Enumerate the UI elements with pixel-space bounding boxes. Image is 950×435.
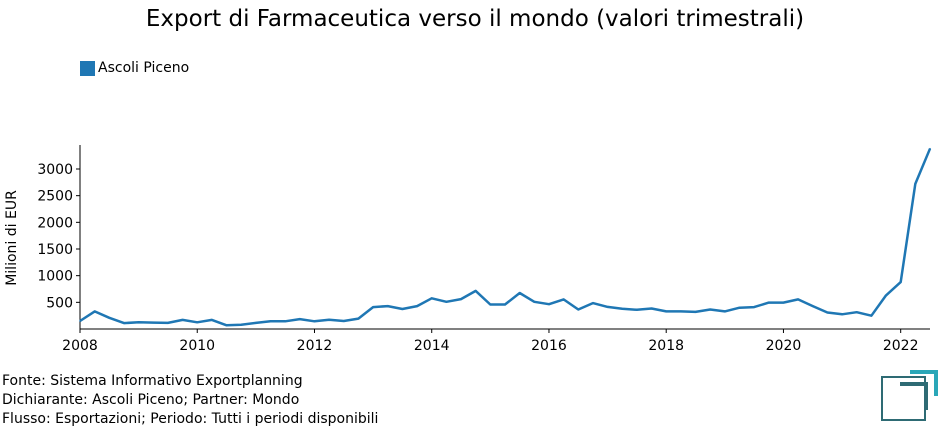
data-point: [211, 319, 213, 321]
data-point: [372, 306, 374, 308]
data-point: [518, 292, 521, 294]
data-point: [812, 305, 814, 307]
data-point: [181, 319, 184, 321]
x-tick-label: 2014: [414, 338, 450, 354]
x-tick-label: 2010: [179, 338, 215, 354]
legend-label: Ascoli Piceno: [98, 60, 190, 76]
x-tick-label: 2022: [883, 338, 919, 354]
data-point: [577, 308, 580, 311]
data-point: [504, 303, 506, 306]
data-point: [768, 301, 770, 304]
y-axis-label: Milioni di EUR: [4, 190, 20, 286]
data-point: [606, 306, 609, 308]
data-point: [240, 323, 242, 326]
source-line: Fonte: Sistema Informativo Exportplannin…: [2, 373, 303, 389]
data-point: [416, 305, 418, 307]
data-point: [548, 303, 550, 306]
data-point: [196, 321, 198, 324]
data-point: [885, 294, 887, 297]
y-tick-label: 2000: [37, 215, 73, 231]
data-point: [108, 317, 111, 319]
data-point: [430, 297, 433, 300]
data-point: [753, 306, 755, 308]
exportplanning-logo-icon: [881, 370, 938, 421]
x-tick-label: 2012: [297, 338, 333, 354]
data-point: [665, 310, 667, 313]
data-point: [724, 310, 726, 313]
data-point: [445, 301, 448, 303]
data-point: [284, 320, 287, 323]
series-layer: [79, 147, 932, 327]
data-point: [929, 147, 931, 150]
y-tick-label: 500: [46, 295, 73, 311]
data-point: [225, 324, 228, 327]
data-point: [269, 320, 272, 323]
x-tick-label: 2008: [62, 338, 98, 354]
data-point: [357, 317, 360, 320]
data-point: [343, 320, 345, 322]
data-point: [562, 298, 565, 301]
data-point: [826, 311, 829, 314]
data-point: [313, 320, 316, 323]
y-tick-label: 1000: [37, 269, 73, 285]
data-point: [621, 307, 623, 310]
data-point: [709, 308, 711, 311]
data-point: [914, 183, 917, 185]
data-point: [299, 318, 301, 320]
x-tick-label: 2020: [766, 338, 802, 354]
y-tick-label: 2500: [37, 189, 73, 205]
data-point: [167, 322, 169, 324]
data-point: [489, 303, 492, 306]
legend-swatch: [80, 60, 95, 76]
data-point: [533, 301, 536, 303]
data-point: [855, 311, 858, 314]
data-point: [152, 321, 155, 324]
chart-title: Export di Farmaceutica verso il mondo (v…: [145, 6, 805, 32]
source-notes: Fonte: Sistema Informativo Exportplannin…: [2, 372, 378, 429]
data-point: [401, 308, 404, 310]
data-point: [387, 305, 389, 307]
line-chart: 500 1000 1500 2000 2500 3000 2008 2010 2012 2014 2…: [4, 145, 932, 354]
data-point: [255, 322, 257, 324]
data-point: [592, 302, 594, 304]
legend: Ascoli Piceno: [80, 60, 189, 76]
data-point: [899, 281, 902, 283]
series-line: [79, 148, 932, 327]
data-point: [870, 314, 873, 317]
y-tick-label: 1500: [37, 242, 73, 258]
data-point: [650, 307, 653, 310]
data-point: [137, 321, 140, 324]
data-point: [797, 298, 799, 301]
data-point: [79, 320, 81, 322]
data-point: [474, 290, 477, 292]
data-point: [782, 301, 785, 304]
data-point: [460, 298, 462, 300]
x-tick-label: 2018: [648, 338, 684, 354]
x-tick-label: 2016: [531, 338, 567, 354]
data-point: [738, 306, 741, 309]
data-point: [680, 310, 682, 313]
data-point: [328, 318, 330, 321]
axes: 500 1000 1500 2000 2500 3000 2008 2010 2012 2014 2…: [37, 145, 930, 354]
data-point: [694, 311, 697, 313]
data-point: [93, 310, 96, 313]
data-point: [123, 322, 125, 324]
data-point: [841, 313, 843, 316]
flow-line: Flusso: Esportazioni; Periodo: Tutti i p…: [2, 411, 379, 427]
reporter-line: Dichiarante: Ascoli Piceno; Partner: Mon…: [2, 392, 300, 408]
y-tick-label: 3000: [37, 162, 73, 178]
data-point: [636, 309, 638, 311]
